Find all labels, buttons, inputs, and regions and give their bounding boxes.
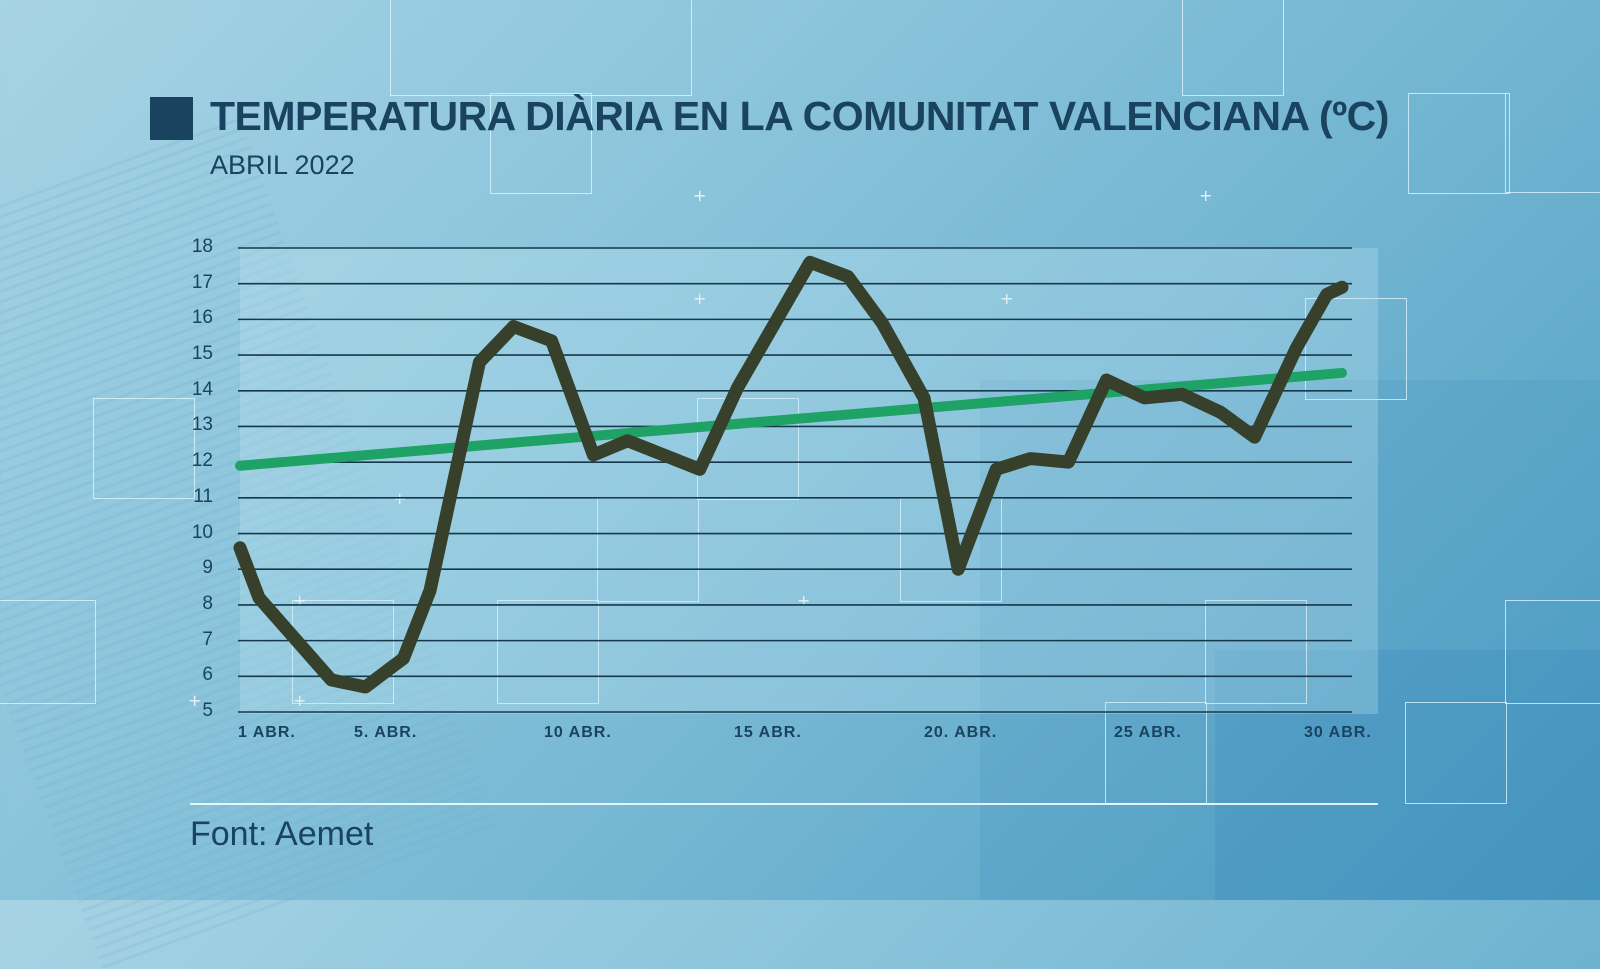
y-tick-label: 15 — [191, 343, 213, 365]
y-tick-label: 5 — [202, 700, 213, 721]
y-tick-label: 6 — [202, 664, 213, 686]
chart-title: TEMPERATURA DIÀRIA EN LA COMUNITAT VALEN… — [210, 93, 1389, 139]
plot-area — [240, 248, 1378, 714]
y-tick-label: 9 — [202, 557, 213, 579]
x-tick-label: 1 ABR. — [238, 724, 296, 741]
trend-line — [235, 367, 1347, 471]
y-tick-label: 10 — [191, 521, 213, 543]
temperature-series-line — [233, 255, 1349, 694]
y-tick-label: 16 — [191, 307, 213, 329]
y-tick-label: 11 — [193, 485, 213, 507]
x-tick-label: 25 ABR. — [1114, 724, 1182, 741]
source-label: Font: Aemet — [190, 815, 374, 853]
title-marker-square — [150, 97, 193, 140]
y-tick-label: 18 — [191, 236, 213, 257]
x-tick-label: 30 ABR. — [1304, 724, 1372, 741]
y-tick-label: 17 — [191, 271, 213, 293]
x-tick-label: 20. ABR. — [924, 724, 998, 741]
y-tick-label: 14 — [191, 378, 213, 400]
line-chart — [233, 247, 1352, 713]
y-tick-label: 12 — [191, 450, 213, 472]
y-tick-label: 13 — [191, 414, 213, 436]
x-tick-label: 5. ABR. — [354, 724, 418, 741]
x-tick-label: 15 ABR. — [734, 724, 802, 741]
footer-divider — [190, 803, 1378, 805]
x-tick-label: 10 ABR. — [544, 724, 612, 741]
y-tick-label: 7 — [202, 628, 213, 650]
y-tick-label: 8 — [202, 592, 213, 614]
chart-subtitle: ABRIL 2022 — [210, 150, 355, 180]
